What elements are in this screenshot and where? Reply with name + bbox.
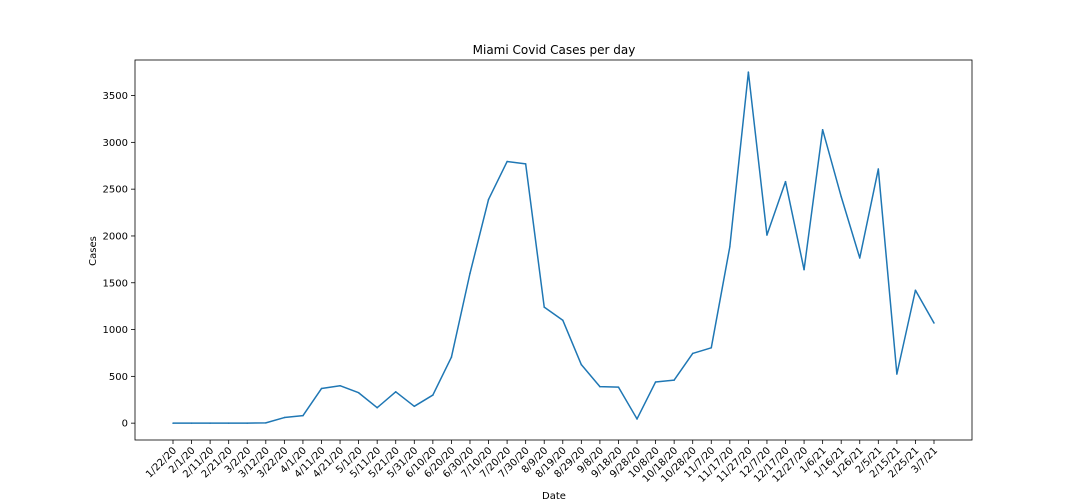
data-point bbox=[729, 245, 731, 248]
data-point bbox=[599, 385, 601, 388]
data-point bbox=[562, 319, 564, 321]
data-point bbox=[914, 289, 917, 291]
data-point bbox=[339, 384, 341, 387]
data-point bbox=[803, 268, 805, 271]
y-tick-label: 3500 bbox=[103, 91, 128, 102]
data-point bbox=[172, 422, 174, 424]
data-point bbox=[320, 387, 323, 390]
y-tick-label: 2500 bbox=[103, 185, 128, 196]
data-point bbox=[394, 391, 397, 393]
data-point bbox=[506, 160, 508, 163]
series-layer bbox=[172, 71, 935, 424]
x-axis-label: Date bbox=[542, 491, 566, 502]
data-point bbox=[896, 373, 898, 375]
data-point bbox=[487, 198, 490, 201]
plot-area bbox=[134, 59, 973, 441]
data-point bbox=[246, 422, 248, 424]
data-point bbox=[840, 195, 842, 198]
data-point bbox=[617, 386, 620, 388]
x-axis: 1/22/202/1/202/11/202/21/203/2/203/12/20… bbox=[144, 440, 940, 485]
data-point bbox=[227, 422, 230, 424]
data-point bbox=[432, 394, 434, 396]
y-axis-label: Cases bbox=[88, 236, 99, 266]
y-tick-label: 2000 bbox=[103, 231, 128, 242]
data-point bbox=[376, 406, 378, 409]
y-tick-label: 0 bbox=[122, 419, 128, 430]
data-point bbox=[543, 306, 545, 308]
y-tick-label: 1000 bbox=[103, 325, 128, 336]
data-point bbox=[636, 418, 638, 420]
data-point bbox=[580, 363, 583, 366]
data-point bbox=[469, 272, 471, 275]
data-point bbox=[691, 352, 694, 355]
y-tick-label: 3000 bbox=[103, 138, 128, 149]
data-point bbox=[413, 405, 416, 408]
data-point bbox=[190, 422, 193, 424]
data-point bbox=[450, 356, 453, 358]
data-point bbox=[283, 416, 286, 419]
data-point bbox=[654, 381, 657, 383]
data-point bbox=[877, 168, 880, 170]
data-point bbox=[265, 422, 267, 424]
data-point bbox=[859, 257, 861, 259]
data-point bbox=[821, 128, 824, 131]
y-tick-label: 1500 bbox=[103, 278, 128, 289]
plot-frame bbox=[134, 59, 973, 441]
data-point bbox=[302, 414, 304, 417]
data-point bbox=[766, 234, 768, 236]
y-tick-label: 500 bbox=[109, 372, 128, 383]
data-point bbox=[209, 422, 211, 424]
data-point bbox=[524, 163, 527, 165]
chart-title: Miami Covid Cases per day bbox=[473, 43, 636, 57]
data-point bbox=[747, 71, 750, 73]
data-point bbox=[673, 379, 675, 381]
data-point bbox=[710, 347, 713, 349]
series-line bbox=[173, 71, 935, 424]
data-point bbox=[933, 322, 935, 324]
y-axis: 0 500 1000 1500 2000 2500 3000 3500 bbox=[103, 91, 135, 430]
data-point bbox=[784, 180, 787, 183]
data-point bbox=[357, 391, 360, 394]
